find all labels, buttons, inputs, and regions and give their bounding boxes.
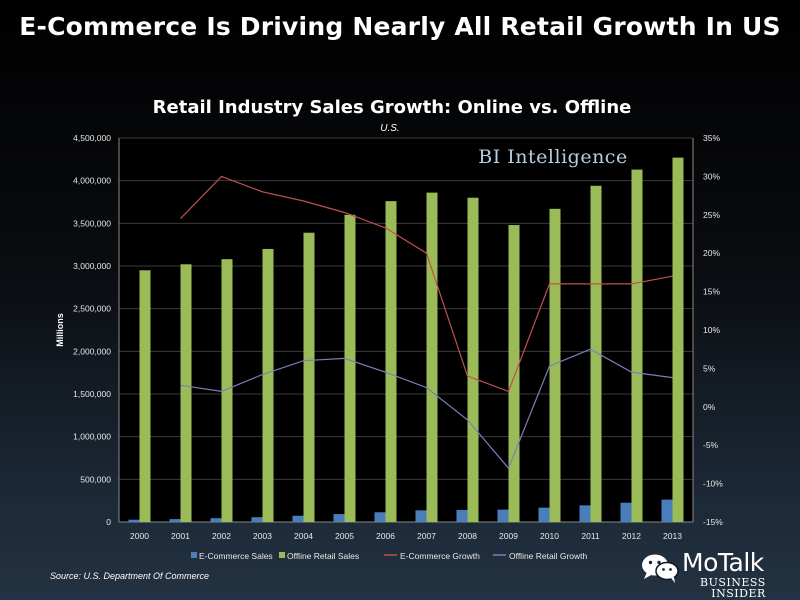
x-tick-label: 2010	[540, 531, 559, 541]
legend-swatch	[191, 552, 197, 558]
y2-tick-label: 10%	[703, 325, 720, 335]
x-tick-label: 2006	[376, 531, 395, 541]
bar-e-commerce-sales	[456, 509, 468, 522]
x-tick-label: 2012	[622, 531, 641, 541]
x-tick-label: 2002	[212, 531, 231, 541]
x-tick-label: 2000	[130, 531, 149, 541]
x-tick-label: 2007	[417, 531, 436, 541]
y2-tick-label: 5%	[703, 363, 716, 373]
chart-subtitle: U.S.	[380, 123, 399, 134]
x-tick-label: 2009	[499, 531, 518, 541]
bar-e-commerce-sales	[333, 514, 345, 522]
motalk-logo: MoTalk BUSINESS INSIDER	[640, 548, 790, 599]
bar-offline-retail-sales	[180, 264, 192, 522]
bar-e-commerce-sales	[128, 519, 140, 522]
bar-offline-retail-sales	[549, 208, 561, 522]
y2-tick-label: 25%	[703, 210, 720, 220]
y-tick-label: 2,000,000	[73, 346, 111, 356]
bar-offline-retail-sales	[590, 185, 602, 522]
bar-offline-retail-sales	[344, 214, 356, 523]
logo-brand: MoTalk	[682, 548, 764, 577]
bar-offline-retail-sales	[303, 232, 315, 522]
y2-tick-label: -5%	[703, 440, 719, 450]
logo-business-insider: BUSINESS INSIDER	[700, 577, 766, 599]
bar-e-commerce-sales	[292, 515, 304, 522]
y-tick-label: 4,500,000	[73, 133, 111, 143]
legend-label: Offline Retail Sales	[287, 551, 359, 561]
x-tick-label: 2011	[581, 531, 600, 541]
y2-tick-label: 15%	[703, 287, 720, 297]
source-note: Source: U.S. Department Of Commerce	[50, 571, 210, 581]
x-tick-label: 2004	[294, 531, 313, 541]
legend-label: Offline Retail Growth	[509, 551, 588, 561]
y2-tick-label: -10%	[703, 479, 723, 489]
bar-offline-retail-sales	[467, 197, 479, 522]
y2-tick-label: 0%	[703, 402, 716, 412]
y-tick-label: 1,000,000	[73, 432, 111, 442]
wechat-icon	[642, 554, 679, 583]
x-tick-label: 2013	[663, 531, 682, 541]
logo-line1: BUSINESS	[700, 576, 766, 589]
legend-swatch	[279, 552, 285, 558]
x-tick-label: 2005	[335, 531, 354, 541]
bar-e-commerce-sales	[620, 502, 632, 522]
bar-e-commerce-sales	[497, 509, 509, 522]
bar-e-commerce-sales	[579, 505, 591, 522]
bar-e-commerce-sales	[169, 519, 181, 522]
bar-offline-retail-sales	[631, 169, 643, 522]
page-title: E-Commerce Is Driving Nearly All Retail …	[19, 12, 781, 41]
y-tick-label: 4,000,000	[73, 176, 111, 186]
bar-offline-retail-sales	[139, 270, 151, 522]
y2-tick-label: 30%	[703, 171, 720, 181]
bar-offline-retail-sales	[508, 225, 520, 523]
y2-tick-label: -15%	[703, 517, 723, 527]
bar-e-commerce-sales	[661, 499, 673, 522]
logo-line2: INSIDER	[711, 587, 766, 600]
y-tick-label: 3,000,000	[73, 261, 111, 271]
bar-offline-retail-sales	[385, 201, 397, 522]
x-tick-label: 2001	[171, 531, 190, 541]
y-tick-label: 500,000	[80, 474, 111, 484]
y2-tick-label: 20%	[703, 248, 720, 258]
watermark: BI Intelligence	[478, 146, 627, 168]
legend-label: E-Commerce Growth	[400, 551, 480, 561]
legend-label: E-Commerce Sales	[199, 551, 273, 561]
bar-e-commerce-sales	[210, 518, 222, 522]
plot-area	[119, 138, 693, 522]
bar-offline-retail-sales	[426, 192, 438, 522]
chart-title: Retail Industry Sales Growth: Online vs.…	[153, 97, 632, 118]
bar-offline-retail-sales	[672, 157, 684, 523]
bar-offline-retail-sales	[221, 259, 233, 522]
bar-offline-retail-sales	[262, 248, 274, 522]
y-tick-label: 0	[106, 517, 111, 527]
line-e-commerce-growth	[180, 175, 673, 393]
y-axis-label: Millions	[55, 313, 65, 347]
x-tick-label: 2003	[253, 531, 272, 541]
bar-e-commerce-sales	[538, 507, 550, 522]
y2-tick-label: 35%	[703, 133, 720, 143]
bar-e-commerce-sales	[374, 512, 386, 522]
y-tick-label: 3,500,000	[73, 218, 111, 228]
y-tick-label: 1,500,000	[73, 389, 111, 399]
y-tick-label: 2,500,000	[73, 304, 111, 314]
bar-e-commerce-sales	[415, 510, 427, 522]
x-tick-label: 2008	[458, 531, 477, 541]
bar-e-commerce-sales	[251, 517, 263, 522]
line-offline-retail-growth	[180, 348, 673, 470]
